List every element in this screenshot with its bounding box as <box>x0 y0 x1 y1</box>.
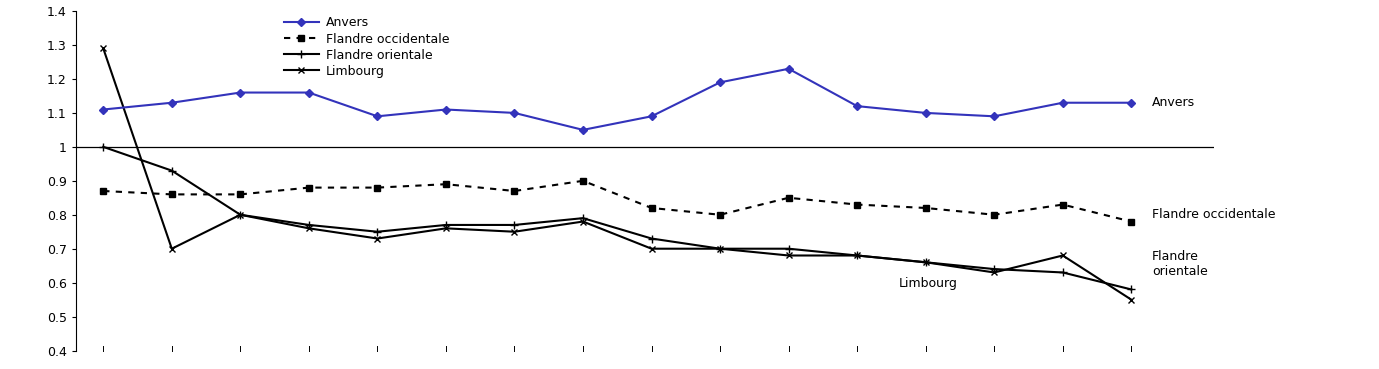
Text: Anvers: Anvers <box>1151 96 1196 109</box>
Text: Limbourg: Limbourg <box>898 277 957 290</box>
Text: Flandre
orientale: Flandre orientale <box>1151 250 1208 278</box>
Text: Flandre occidentale: Flandre occidentale <box>1151 208 1276 221</box>
Legend: Anvers, Flandre occidentale, Flandre orientale, Limbourg: Anvers, Flandre occidentale, Flandre ori… <box>281 14 452 80</box>
